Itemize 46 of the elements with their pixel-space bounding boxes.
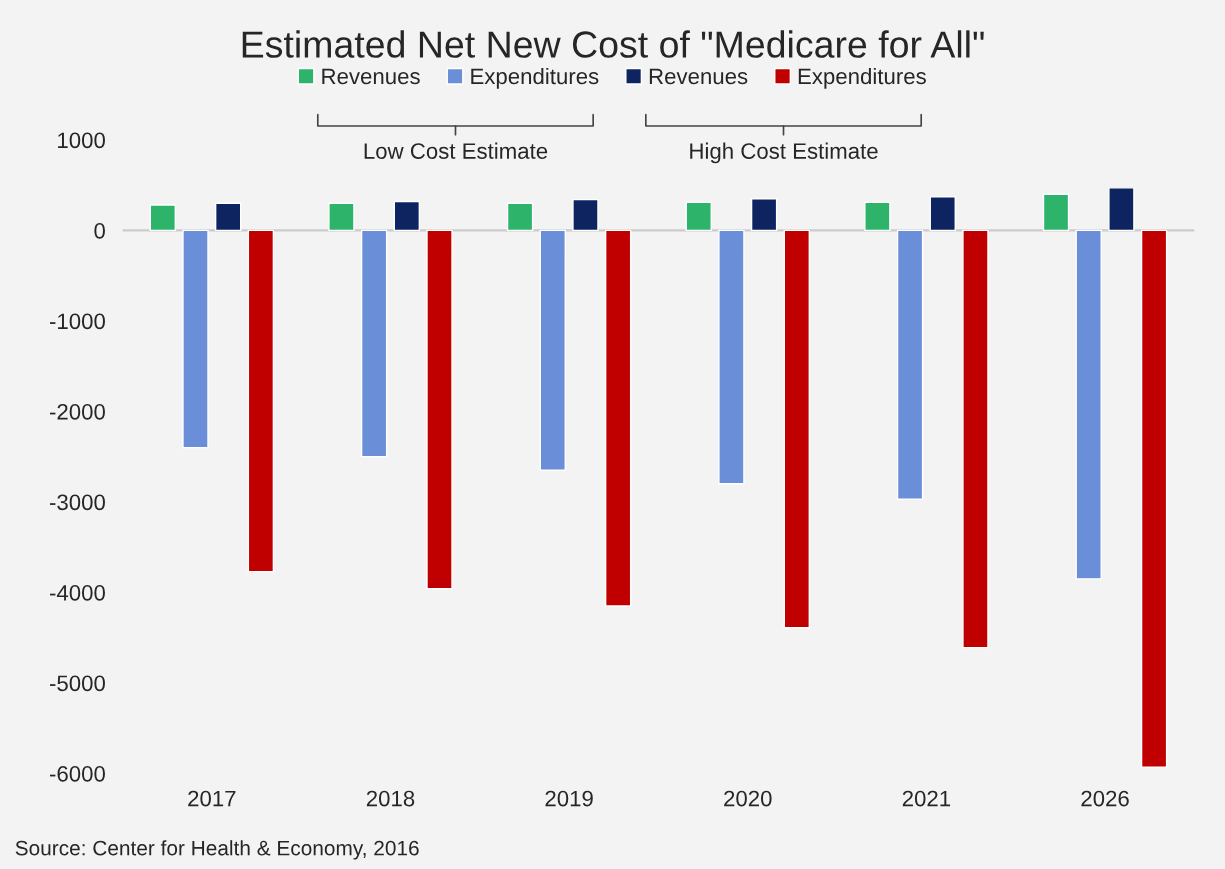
legend-label: Expenditures: [798, 67, 926, 89]
y-tick-label: -2000: [49, 403, 105, 420]
bar: [506, 202, 534, 232]
bar: [328, 202, 355, 232]
source-note: Source: Center for Health & Economy, 2016: [15, 840, 419, 860]
y-tick-label: -5000: [49, 675, 105, 692]
bar: [718, 229, 745, 485]
bar: [572, 198, 599, 232]
bar: [214, 202, 242, 232]
bar: [1140, 229, 1168, 768]
annotation: Low Cost Estimate: [364, 142, 548, 159]
bar: [685, 201, 712, 232]
bar: [426, 229, 453, 590]
bar: [783, 229, 810, 629]
x-tick-label: 2020: [724, 790, 772, 807]
bar: [539, 229, 566, 471]
y-tick-label: -4000: [49, 584, 105, 601]
y-tick-label: 0: [94, 222, 105, 239]
bar: [750, 198, 778, 232]
legend-label: Revenues: [322, 68, 420, 85]
y-tick-label: -6000: [49, 765, 105, 782]
bar: [1042, 193, 1070, 232]
legend-label: Revenues: [649, 68, 748, 85]
bar: [182, 229, 209, 449]
chart-title: Estimated Net New Cost of "Medicare for All": [242, 30, 984, 58]
y-tick-label: -3000: [49, 494, 105, 511]
bar: [1108, 187, 1135, 232]
bar: [604, 229, 632, 607]
x-tick-label: 2017: [188, 790, 236, 807]
bar: [247, 229, 275, 573]
bar: [896, 229, 924, 500]
bar: [962, 229, 989, 649]
bar: [929, 196, 956, 232]
y-tick-label: 1000: [58, 132, 105, 149]
x-tick-label: 2021: [902, 790, 951, 807]
x-tick-label: 2019: [545, 790, 593, 807]
y-tick-label: -1000: [49, 313, 105, 330]
bar: [393, 200, 421, 232]
bar: [1075, 229, 1102, 580]
annotation: High Cost Estimate: [690, 142, 878, 164]
x-tick-label: 2026: [1081, 790, 1129, 807]
bar: [149, 204, 176, 232]
bar: [360, 229, 388, 458]
legend-label: Expenditures: [471, 67, 599, 89]
bar: [864, 201, 891, 232]
x-tick-label: 2018: [366, 790, 415, 807]
